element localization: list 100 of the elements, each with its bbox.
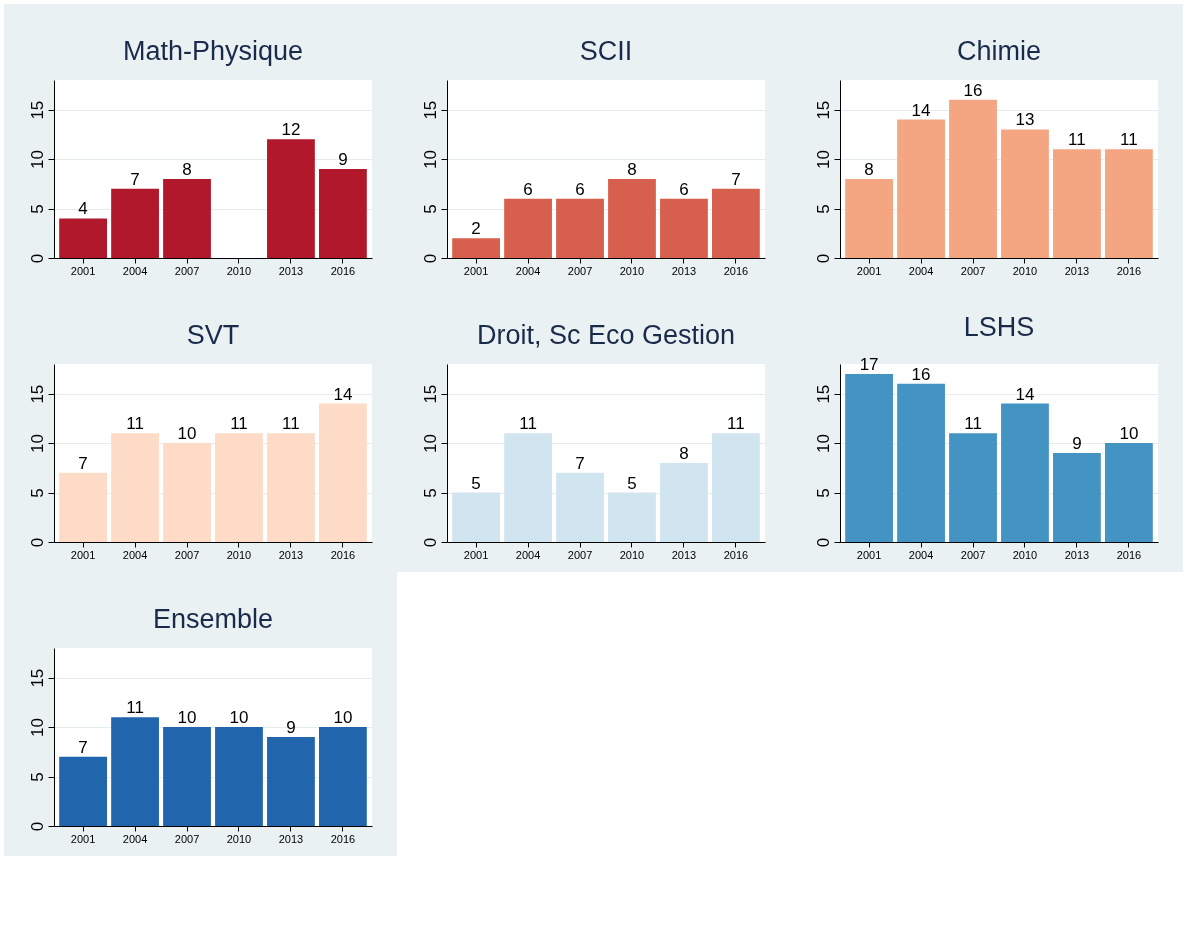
bar — [111, 717, 159, 826]
bar — [267, 433, 315, 542]
y-tick-label: 10 — [420, 434, 440, 454]
data-label: 6 — [575, 179, 585, 199]
x-tick-label: 2010 — [619, 548, 645, 561]
y-tick-label: 15 — [420, 100, 440, 120]
bar — [452, 492, 500, 542]
data-label: 11 — [727, 414, 745, 434]
bar — [608, 178, 656, 258]
data-label: 10 — [1119, 424, 1139, 444]
data-label: 8 — [864, 159, 874, 179]
bar — [267, 139, 315, 258]
x-tick-label: 2007 — [174, 264, 200, 277]
x-tick-label: 2004 — [908, 264, 934, 277]
y-tick-label: 5 — [27, 772, 47, 782]
y-tick-label: 0 — [813, 537, 833, 548]
x-tick-label: 2001 — [463, 548, 489, 561]
bar — [163, 178, 211, 258]
bar — [111, 188, 159, 258]
bar — [949, 99, 997, 258]
data-label: 14 — [333, 384, 353, 404]
x-tick-label: 2004 — [122, 264, 148, 277]
y-tick-label: 15 — [27, 100, 47, 120]
data-label: 7 — [575, 453, 585, 473]
data-label: 16 — [911, 364, 931, 384]
bar — [319, 727, 367, 826]
bar — [1105, 443, 1153, 542]
x-tick-label: 2010 — [226, 832, 252, 845]
bar — [504, 198, 552, 258]
bar — [163, 727, 211, 826]
bar — [504, 433, 552, 542]
chart-title: Chimie — [956, 36, 1042, 66]
data-label: 11 — [126, 414, 144, 434]
data-label: 4 — [78, 199, 88, 219]
bar — [1001, 129, 1049, 258]
data-label: 16 — [963, 80, 983, 100]
data-label: 6 — [679, 179, 689, 199]
data-label: 2 — [471, 219, 481, 239]
x-tick-label: 2016 — [1116, 548, 1142, 561]
data-label: 11 — [282, 414, 300, 434]
y-tick-label: 15 — [27, 384, 47, 404]
x-tick-label: 2016 — [330, 832, 356, 845]
x-tick-label: 2004 — [908, 548, 934, 561]
y-tick-label: 10 — [420, 150, 440, 170]
bar — [1105, 149, 1153, 258]
bar — [712, 188, 760, 258]
x-tick-label: 2010 — [226, 548, 252, 561]
y-tick-label: 5 — [27, 488, 47, 498]
y-tick-label: 10 — [27, 718, 47, 738]
x-tick-label: 2010 — [226, 264, 252, 277]
data-label: 10 — [229, 708, 249, 728]
y-tick-label: 5 — [813, 204, 833, 214]
x-tick-label: 2013 — [278, 548, 304, 561]
y-tick-label: 10 — [27, 150, 47, 170]
y-tick-label: 0 — [813, 253, 833, 264]
y-tick-label: 5 — [27, 204, 47, 214]
x-tick-label: 2004 — [122, 548, 148, 561]
y-tick-label: 0 — [27, 821, 47, 832]
x-tick-label: 2001 — [856, 264, 882, 277]
y-tick-label: 10 — [813, 434, 833, 454]
bar — [452, 238, 500, 258]
chart-title: LSHS — [963, 311, 1035, 342]
bar — [897, 383, 945, 542]
bar — [845, 178, 893, 258]
bar — [59, 756, 107, 826]
y-tick-label: 5 — [420, 204, 440, 214]
x-tick-label: 2010 — [619, 264, 645, 277]
data-label: 8 — [627, 159, 637, 179]
x-tick-label: 2004 — [515, 264, 541, 277]
data-label: 8 — [679, 443, 689, 463]
chart-title: Math-Physique — [122, 36, 304, 66]
x-tick-label: 2013 — [278, 832, 304, 845]
data-label: 10 — [177, 708, 197, 728]
y-tick-label: 0 — [27, 253, 47, 264]
bar — [660, 198, 708, 258]
bar — [267, 737, 315, 826]
data-label: 5 — [471, 473, 481, 493]
bar — [845, 373, 893, 542]
bar — [111, 433, 159, 542]
y-tick-label: 0 — [420, 537, 440, 548]
data-label: 17 — [859, 354, 879, 374]
data-label: 9 — [286, 718, 296, 737]
x-tick-label: 2001 — [463, 264, 489, 277]
bar — [163, 443, 211, 542]
data-label: 7 — [78, 737, 88, 757]
x-tick-label: 2013 — [1064, 264, 1090, 277]
data-label: 7 — [78, 453, 88, 473]
bar — [897, 119, 945, 258]
data-label: 13 — [1015, 110, 1035, 130]
bar — [319, 169, 367, 258]
data-label: 10 — [177, 424, 197, 444]
y-tick-label: 15 — [27, 668, 47, 688]
x-tick-label: 2007 — [174, 548, 200, 561]
x-tick-label: 2013 — [671, 548, 697, 561]
data-label: 5 — [627, 473, 637, 493]
x-tick-label: 2016 — [723, 548, 749, 561]
bar — [1001, 403, 1049, 542]
x-tick-label: 2007 — [174, 832, 200, 845]
bar — [608, 492, 656, 542]
data-label: 7 — [731, 169, 741, 189]
